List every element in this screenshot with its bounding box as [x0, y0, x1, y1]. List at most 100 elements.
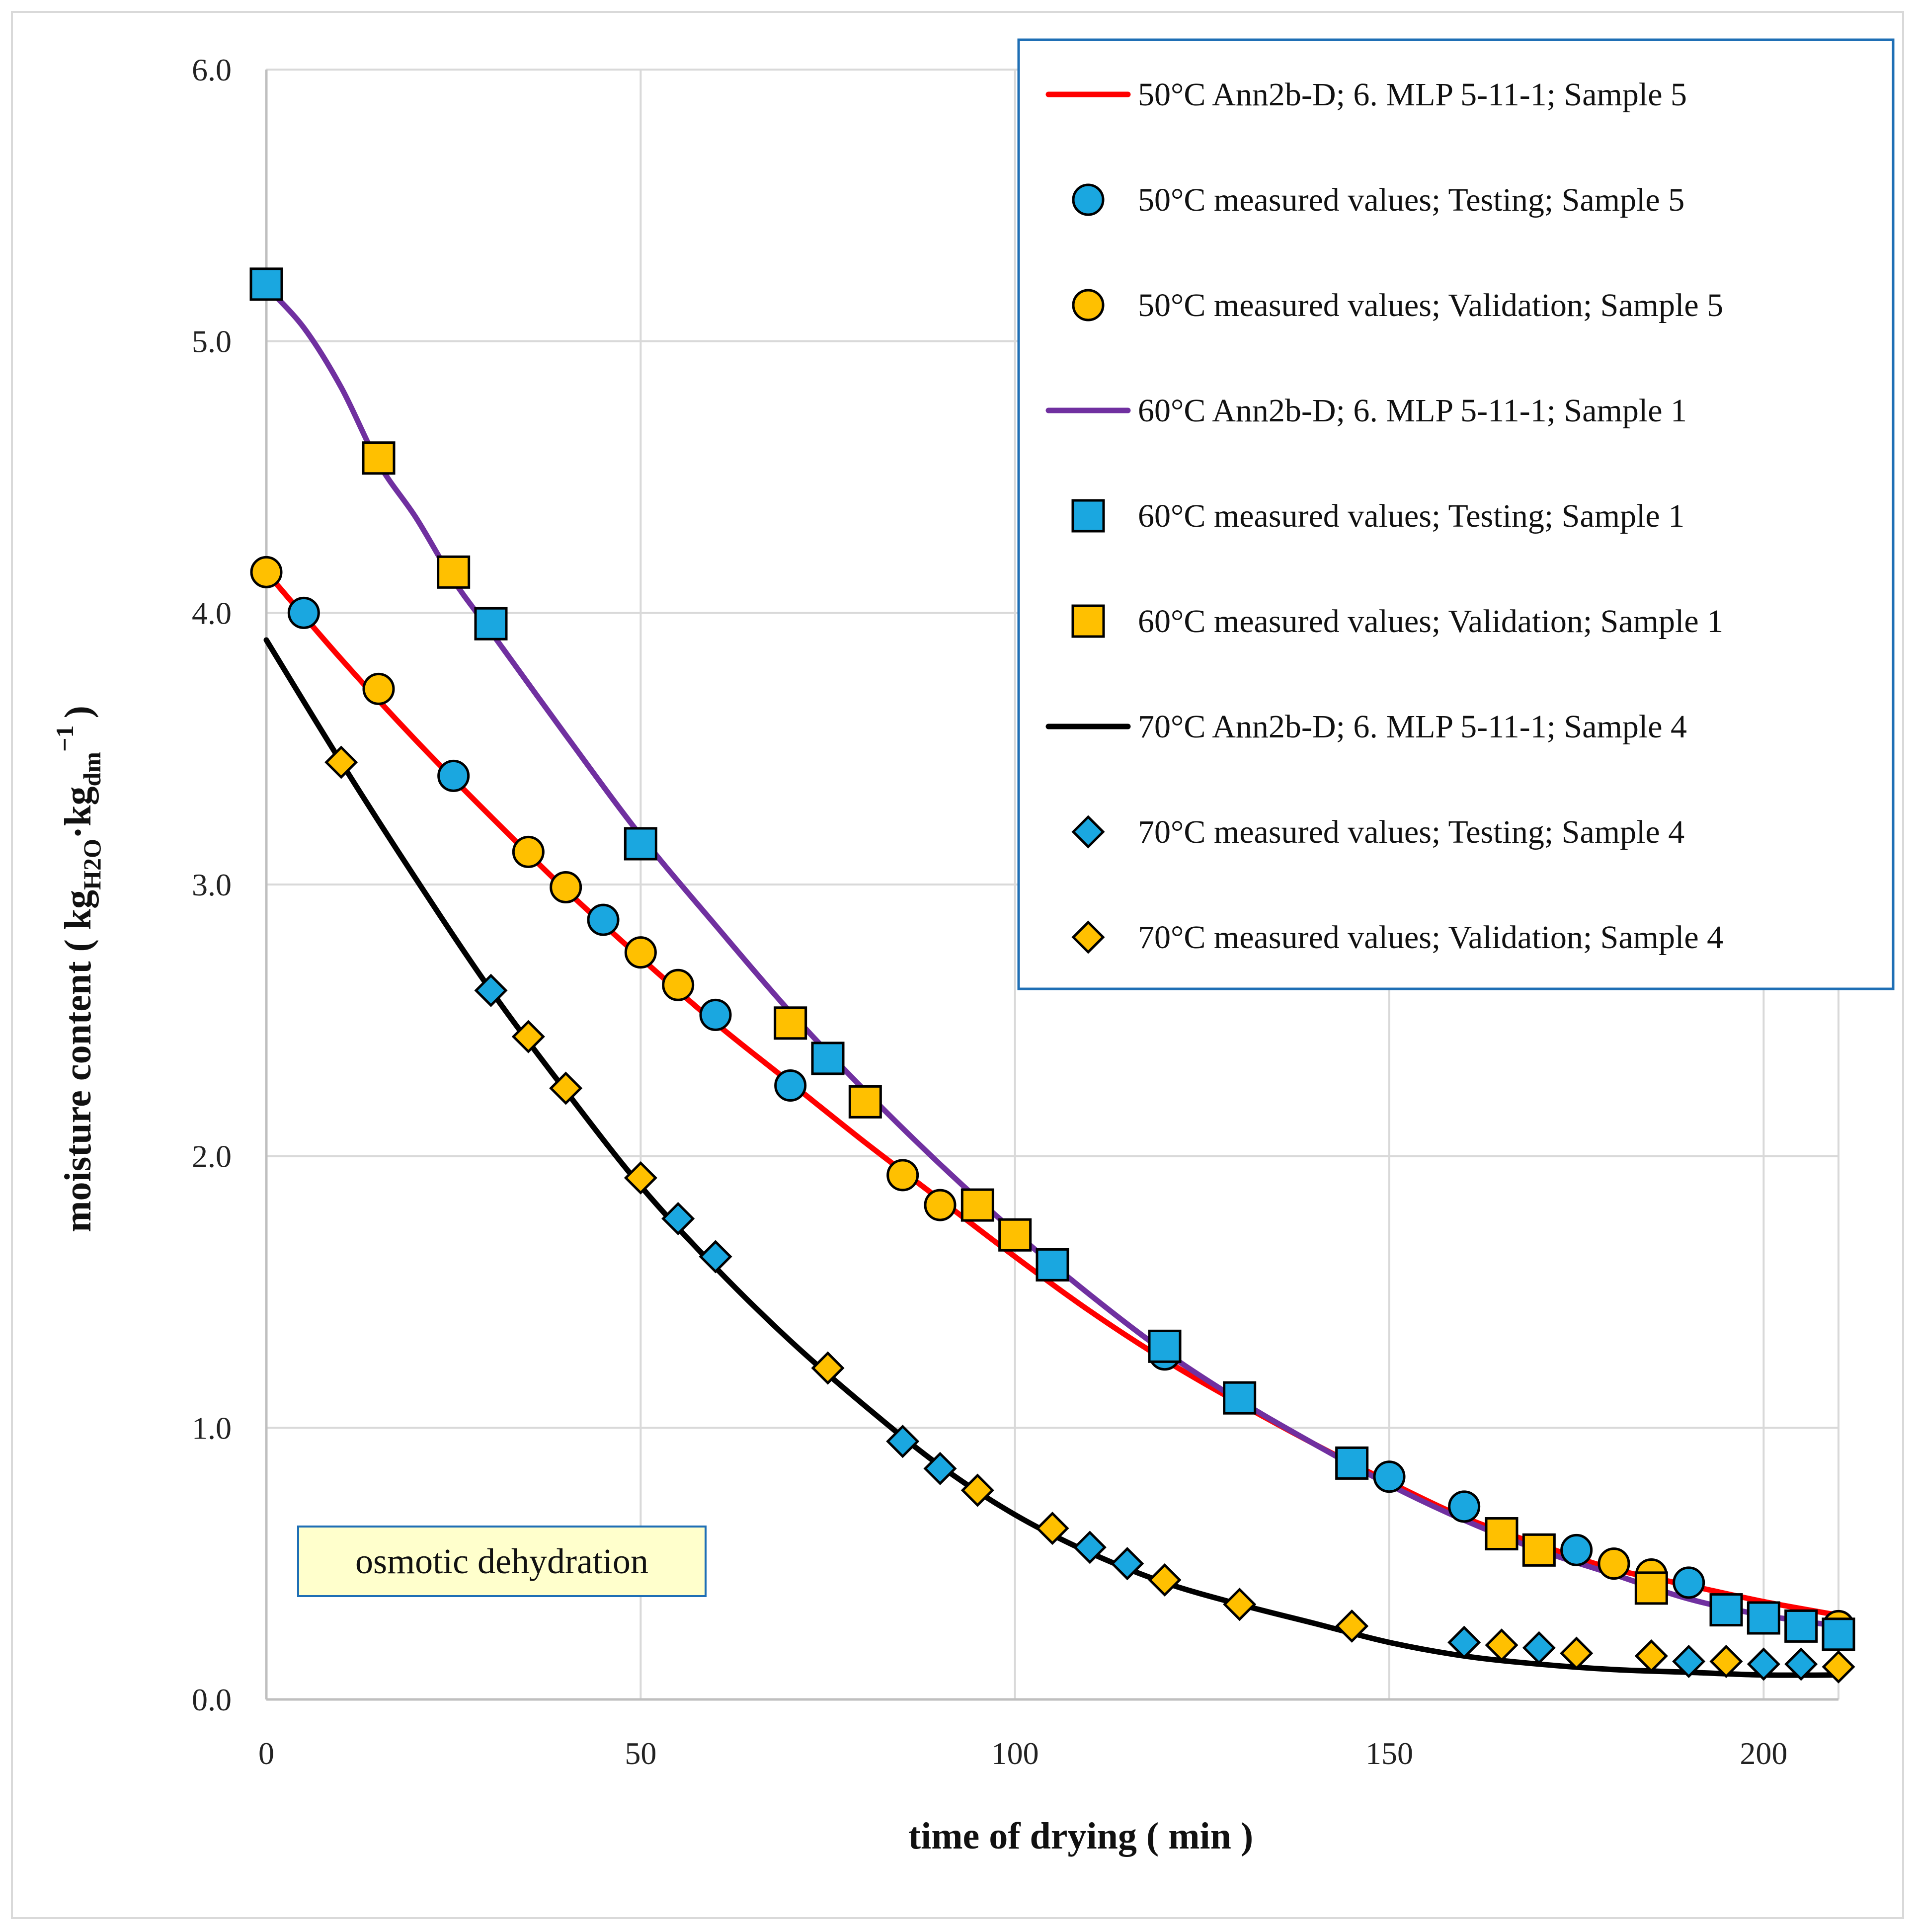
data-point — [923, 1451, 957, 1485]
data-point — [1822, 1617, 1855, 1651]
y-tick-label: 1.0 — [192, 1410, 232, 1446]
legend-item-6: 70°C Ann2b-D; 6. MLP 5-11-1; Sample 4 — [1045, 709, 1687, 745]
legend-label: 60°C measured values; Testing; Sample 1 — [1138, 498, 1684, 534]
tick-labels: 0 50 100 150 200 0.0 1.0 2.0 3.0 4.0 5.0 6.0 — [192, 52, 1787, 1771]
data-point — [1223, 1588, 1257, 1621]
y-axis-title-kg: ·kg — [57, 786, 99, 839]
y-axis-title-sub-dm: dm — [78, 752, 106, 786]
annotation-text: osmotic dehydration — [355, 1541, 648, 1581]
legend: 50°C Ann2b-D; 6. MLP 5-11-1; Sample 5 50°… — [1017, 38, 1895, 990]
data-point — [1111, 1547, 1144, 1581]
data-point — [624, 1161, 657, 1195]
legend-label: 70°C measured values; Validation; Sample… — [1138, 919, 1723, 956]
legend-marker-swatch — [1071, 604, 1105, 638]
data-point — [1747, 1601, 1780, 1635]
y-tick-label: 6.0 — [192, 52, 232, 87]
data-point — [699, 1240, 732, 1274]
data-point — [886, 1425, 920, 1458]
data-point — [1073, 1530, 1107, 1564]
data-point — [1560, 1533, 1593, 1566]
data-point — [1447, 1625, 1481, 1659]
data-point — [662, 968, 695, 1001]
data-point — [1634, 1639, 1668, 1673]
data-point — [774, 1006, 807, 1040]
data-point — [1709, 1644, 1743, 1679]
data-point — [624, 827, 657, 861]
data-point — [811, 1351, 845, 1385]
data-point — [1335, 1609, 1369, 1643]
data-point — [1672, 1644, 1706, 1679]
data-point — [324, 745, 358, 779]
legend-item-1: 50°C measured values; Testing; Sample 5 — [1072, 182, 1684, 218]
data-point — [1485, 1517, 1518, 1551]
series-layer — [249, 267, 1855, 1684]
legend-marker-swatch — [1071, 920, 1105, 954]
data-point — [1485, 1628, 1518, 1662]
legend-label: 50°C measured values; Validation; Sample… — [1138, 287, 1723, 323]
x-tick-label: 100 — [991, 1736, 1039, 1771]
data-point — [1673, 1566, 1705, 1599]
data-point — [1448, 1490, 1481, 1523]
data-point — [362, 672, 395, 705]
data-point — [1036, 1248, 1069, 1282]
legend-label: 50°C measured values; Testing; Sample 5 — [1138, 182, 1684, 218]
data-point — [437, 759, 470, 792]
series-markers-2 — [249, 267, 1855, 1651]
data-point — [474, 973, 508, 1007]
legend-item-5: 60°C measured values; Validation; Sample… — [1071, 603, 1723, 640]
data-point — [960, 1473, 994, 1507]
legend-marker-swatch — [1071, 499, 1105, 533]
x-axis-title: time of drying ( min ) — [908, 1815, 1253, 1857]
data-point — [624, 936, 657, 969]
y-axis-title-sup: −1 — [51, 725, 79, 752]
data-point — [1148, 1563, 1182, 1597]
data-point — [512, 835, 545, 868]
data-point — [848, 1085, 882, 1119]
data-point — [699, 998, 732, 1031]
data-point — [1709, 1593, 1743, 1627]
data-point — [287, 596, 320, 629]
data-point — [960, 1188, 994, 1222]
series-markers-4 — [474, 973, 1818, 1681]
data-point — [511, 1020, 545, 1053]
data-point — [437, 555, 471, 589]
data-point — [1036, 1512, 1069, 1545]
legend-marker-swatch — [1072, 289, 1105, 322]
data-point — [886, 1159, 919, 1192]
data-point — [587, 903, 620, 936]
data-point — [549, 1071, 583, 1105]
y-tick-label: 0.0 — [192, 1682, 232, 1717]
x-tick-label: 150 — [1365, 1736, 1413, 1771]
legend-label: 60°C Ann2b-D; 6. MLP 5-11-1; Sample 1 — [1138, 393, 1687, 429]
data-point — [774, 1069, 807, 1102]
data-point — [1598, 1547, 1630, 1580]
y-tick-label: 5.0 — [192, 324, 232, 359]
x-tick-label: 50 — [625, 1736, 656, 1771]
data-point — [661, 1202, 695, 1235]
y-axis-title-sub-h2o: H2O — [78, 839, 106, 890]
data-point — [1373, 1460, 1406, 1493]
legend-item-2: 50°C measured values; Validation; Sample… — [1072, 287, 1723, 323]
data-point — [1747, 1647, 1780, 1681]
series-markers-3 — [362, 441, 1668, 1605]
data-point — [1522, 1533, 1556, 1567]
data-point — [1560, 1636, 1594, 1670]
data-point — [474, 607, 508, 641]
x-tick-label: 200 — [1740, 1736, 1787, 1771]
legend-label: 70°C measured values; Testing; Sample 4 — [1138, 814, 1684, 850]
data-point — [924, 1189, 957, 1221]
data-point — [1634, 1571, 1668, 1605]
data-point — [811, 1042, 845, 1075]
data-point — [1784, 1647, 1818, 1681]
data-point — [250, 556, 283, 588]
legend-marker-swatch — [1072, 183, 1105, 216]
x-tick-label: 0 — [258, 1736, 274, 1771]
data-point — [1522, 1631, 1556, 1665]
data-point — [1223, 1381, 1257, 1415]
data-point — [550, 871, 582, 903]
series-markers-5 — [324, 745, 1855, 1684]
axes — [265, 70, 1838, 1701]
y-axis-title-close: ) — [57, 706, 99, 718]
y-tick-label: 2.0 — [192, 1139, 232, 1174]
